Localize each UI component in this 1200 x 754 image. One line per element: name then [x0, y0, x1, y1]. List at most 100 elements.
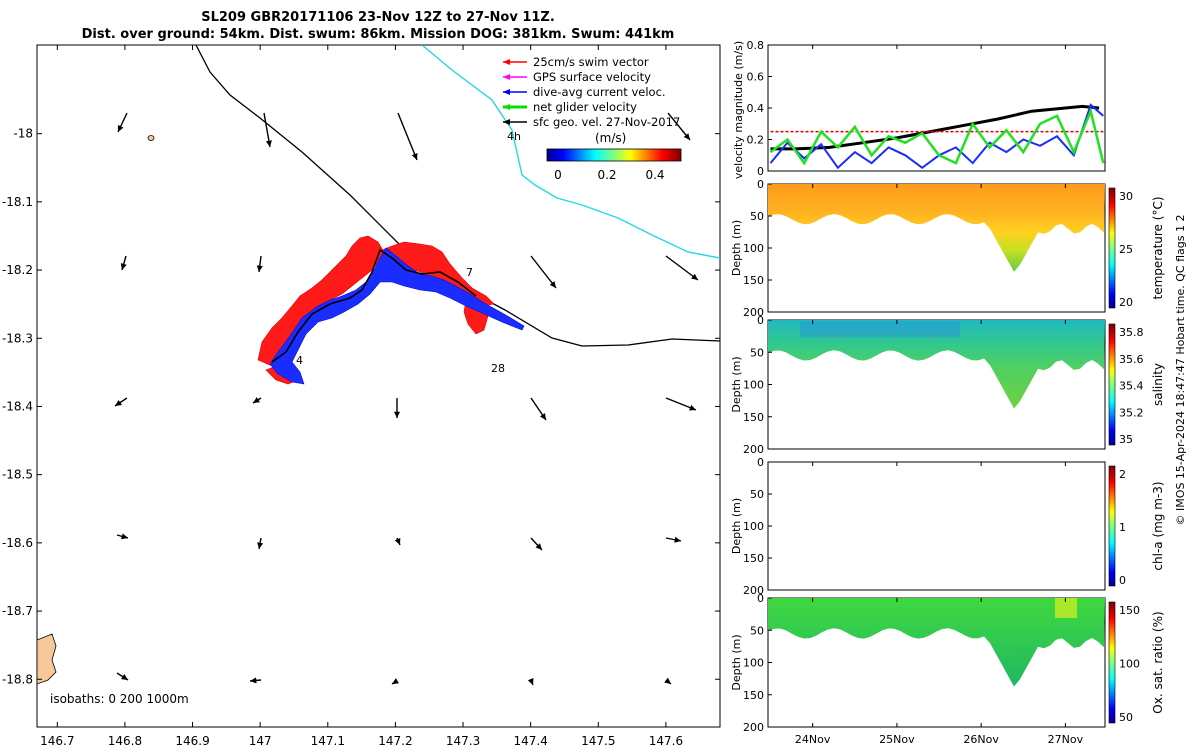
colorbar-label: temperature (°C)	[1151, 197, 1165, 300]
track-label-4: 4	[296, 354, 303, 367]
map-colorbar-tick-0: 0	[554, 168, 562, 182]
colorbar-tick-label: 20	[1119, 296, 1133, 309]
velocity-y-ticks: 0 0.2 0.4 0.6 0.8	[747, 39, 772, 178]
track-label-7: 7	[466, 266, 473, 279]
fresh-layer	[800, 321, 960, 338]
map-ytick-label: -18.1	[2, 195, 33, 209]
depth-tick-label: 50	[750, 210, 764, 223]
map-xtick-label: 147.2	[378, 734, 412, 748]
legend-label: dive-avg current veloc.	[533, 85, 666, 99]
geo-arrow-head	[549, 281, 556, 288]
velocity-ytick-label: 0	[757, 165, 764, 178]
map-ytick-label: -18.8	[2, 672, 33, 686]
colorbar-title: (m/s)	[595, 131, 626, 145]
depth-tick-label: 200	[743, 443, 764, 456]
track-label-28: 28	[491, 362, 505, 375]
colorbar-label: Ox. sat. ratio (%)	[1151, 611, 1165, 713]
colorbar-tick-label: 100	[1119, 658, 1140, 671]
depth-tick-label: 50	[750, 488, 764, 501]
land-patch-west	[37, 633, 57, 685]
land-islet	[147, 135, 155, 141]
date-tick-label: 26Nov	[963, 733, 999, 746]
title-line-1: SL209 GBR20171106 23-Nov 12Z to 27-Nov 1…	[201, 10, 555, 25]
depth-tick-label: 0	[757, 592, 764, 605]
map-frame	[36, 44, 721, 728]
legend-swatch-head	[503, 104, 510, 110]
velocity-ytick-label: 0.8	[747, 39, 765, 52]
geo-arrow-head	[664, 677, 671, 684]
colorbar-tick-label: 35.4	[1119, 380, 1144, 393]
profile-data-field	[768, 320, 1105, 409]
geostrophic-arrows	[114, 112, 699, 686]
colorbar-label: salinity	[1151, 363, 1165, 406]
profile-panel-1: 0 50 100 150 200 Depth (m) 20 25 30 temperature (…	[730, 178, 1165, 319]
map-xtick-label: 146.8	[108, 734, 142, 748]
geo-arrow-head	[117, 125, 124, 132]
velocity-ytick-label: 0.4	[747, 102, 765, 115]
depth-tick-label: 100	[743, 520, 764, 533]
legend-swatch-head	[503, 119, 510, 125]
map-colorbar	[546, 148, 682, 162]
map-xtick-label: 147.3	[446, 734, 480, 748]
profile-data-field	[768, 184, 1105, 272]
map-xtick-label: 147.4	[513, 734, 547, 748]
map-xtick-label: 147.6	[649, 734, 683, 748]
glider-track	[271, 248, 477, 363]
legend-label: 25cm/s swim vector	[533, 55, 649, 69]
velocity-panel: 0 0.2 0.4 0.6 0.8 velocity magnitude (m/s)	[732, 39, 1106, 179]
depth-tick-label: 100	[743, 379, 764, 392]
profile-frame	[767, 461, 1106, 591]
map-xtick-label: 147.1	[311, 734, 345, 748]
velocity-ytick-label: 0.6	[747, 71, 765, 84]
geo-arrow-shaft	[397, 112, 418, 161]
date-tick-label: 24Nov	[795, 733, 831, 746]
colorbar-tick-label: 35.6	[1119, 353, 1144, 366]
map-ytick-label: -18.7	[2, 604, 33, 618]
map-ytick-label: -18.3	[2, 331, 33, 345]
geo-arrow-head	[674, 536, 681, 543]
map-x-ticks: 146.7 146.8 146.9 147 147.1 147.2 147.3 147.4 14…	[40, 45, 683, 748]
profile-ylabel: Depth (m)	[730, 220, 743, 276]
profile-panel-3: 0 50 100 150 200 Depth (m) 0 1 2 chl-a (mg m-3)	[730, 456, 1165, 597]
map-xtick-label: 147	[249, 734, 272, 748]
depth-tick-label: 0	[757, 314, 764, 327]
colorbar-tick-label: 1	[1119, 521, 1126, 534]
map-ytick-label: -18.6	[2, 536, 33, 550]
geo-arrow-head	[120, 263, 127, 270]
geo-arrow-head	[394, 538, 401, 545]
legend-swatch-head	[503, 89, 510, 95]
colorbar-tick-label: 0	[1119, 574, 1126, 587]
map-colorbar-tick-0.2: 0.2	[597, 168, 616, 182]
legend-swatch-head	[503, 59, 510, 65]
geo-arrow-head	[392, 678, 399, 684]
geo-arrow-head	[535, 543, 542, 550]
geo-arrow-head	[115, 399, 122, 406]
colorbar-tick-label: 35.2	[1119, 406, 1144, 419]
geo-arrow-shaft	[665, 255, 699, 281]
depth-tick-label: 200	[743, 584, 764, 597]
profile-panel-4: 0 50 100 150 200 Depth (m) 50 100 150 Ox. sat. ra…	[730, 592, 1165, 734]
map-colorbar-tick-0.4: 0.4	[645, 168, 664, 182]
geo-arrow-head	[393, 411, 401, 418]
credit-line: © IMOS 15-Apr-2024 18:47:47 Hobart time.…	[1174, 215, 1187, 526]
depth-tick-label: 0	[757, 456, 764, 469]
current-swath	[269, 247, 525, 385]
velocity-ylabel: velocity magnitude (m/s)	[732, 41, 745, 179]
geo-arrow-head	[689, 404, 696, 411]
depth-tick-label: 50	[750, 346, 764, 359]
map-xtick-label: 147.5	[581, 734, 615, 748]
velocity-series-glider	[769, 107, 1105, 166]
geo-arrow-shaft	[530, 255, 557, 289]
legend-label: net glider velocity	[533, 100, 637, 114]
colorbar-tick-label: 35	[1119, 433, 1133, 446]
depth-tick-label: 50	[750, 624, 764, 637]
colorbar-tick-label: 30	[1119, 190, 1133, 203]
depth-tick-label: 150	[743, 274, 764, 287]
legend-label: sfc geo. vel. 27-Nov-2017	[533, 115, 680, 129]
velocity-series	[769, 103, 1105, 170]
colorbar-tick-label: 25	[1119, 243, 1133, 256]
date-x-ticks: 24Nov 25Nov 26Nov 27Nov	[795, 45, 1084, 746]
geo-arrow-head	[256, 265, 263, 272]
isobaths-label: isobaths: 0 200 1000m	[50, 692, 189, 706]
